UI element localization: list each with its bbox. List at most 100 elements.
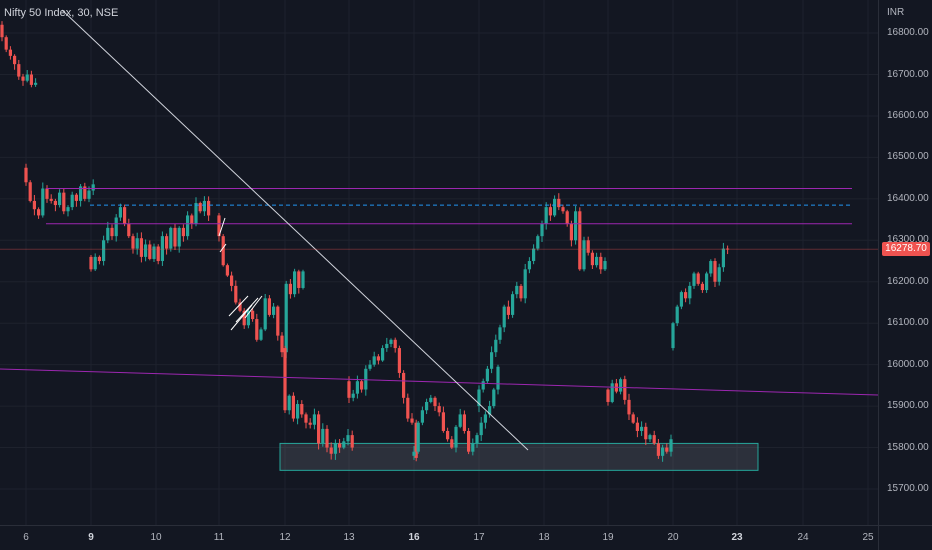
candle-body [640, 426, 644, 431]
candle-body [0, 24, 4, 38]
candle-body [190, 215, 194, 224]
candle-body [515, 285, 519, 295]
support-zone [279, 442, 759, 471]
candle-body [152, 246, 156, 259]
currency-label: INR [887, 7, 905, 18]
candle-body [24, 167, 28, 183]
candle-body [144, 244, 148, 257]
candle-body [342, 441, 346, 448]
candle-body [684, 292, 688, 299]
candle-body [364, 368, 368, 390]
candle-body [8, 49, 12, 56]
candle-body [338, 443, 342, 448]
candle-body [492, 389, 496, 407]
drawing-stroke [230, 304, 253, 331]
candle-body [502, 306, 506, 328]
candle-body [312, 414, 316, 425]
candle-body [34, 82, 38, 85]
price-tick-label: 16400.00 [887, 192, 929, 204]
candle-body [321, 428, 325, 444]
candle-body [656, 443, 660, 456]
candle-body [4, 37, 8, 50]
price-tick-label: 15700.00 [887, 483, 929, 494]
candle-body [25, 74, 29, 81]
price-tick-label: 16100.00 [887, 317, 929, 329]
candle-body [70, 194, 74, 208]
candle-body [462, 414, 466, 431]
candle-body [79, 186, 83, 201]
candle-body [450, 439, 454, 448]
drawing-stroke [219, 243, 227, 253]
candle-body [433, 397, 437, 407]
candle-body [304, 414, 308, 423]
candle-body [291, 395, 295, 419]
candle-body [721, 248, 725, 268]
candle-body [118, 207, 122, 218]
candle-body [301, 271, 305, 288]
candle-body [135, 238, 139, 249]
time-tick-label: 25 [862, 532, 874, 543]
candle-body [131, 236, 135, 249]
candle-body [333, 443, 337, 454]
candle-body [177, 227, 181, 247]
candle-body [483, 414, 487, 423]
candle-body [347, 381, 351, 398]
candle-body [652, 435, 656, 444]
candle-body [123, 207, 127, 224]
candle-body [284, 283, 288, 353]
candle-body [267, 298, 271, 315]
candle-body [578, 211, 582, 270]
drawings-front [0, 9, 879, 451]
candle-body [293, 271, 297, 295]
time-tick-label: 16 [408, 532, 420, 543]
candle-body [553, 198, 557, 216]
candle-body [441, 412, 445, 431]
price-tick-label: 15900.00 [887, 400, 929, 412]
candle-body [272, 306, 276, 315]
candle-body [688, 285, 692, 299]
time-tick-label: 24 [797, 532, 809, 543]
candle-body [296, 404, 300, 419]
candle-body [627, 399, 631, 415]
candle-body [420, 410, 424, 423]
candle-body [406, 397, 410, 419]
candle-body [288, 283, 292, 295]
candle-body [242, 310, 246, 326]
candle-body [355, 381, 359, 394]
candle-body [351, 393, 355, 398]
candle-body [536, 236, 540, 249]
candle-body [300, 404, 304, 415]
candle-body [221, 236, 225, 266]
candle-body [485, 368, 489, 382]
candle-body [37, 209, 41, 216]
price-tick-label: 16200.00 [887, 275, 929, 287]
candle-body [165, 236, 169, 249]
candle-body [595, 256, 599, 266]
candle-body [17, 64, 21, 77]
candle-body [471, 443, 475, 452]
candle-body [186, 215, 190, 237]
candle-body [705, 273, 709, 291]
candle-body [610, 383, 614, 402]
candle-body [350, 435, 354, 448]
candle-body [160, 236, 164, 262]
time-tick-label: 13 [343, 532, 355, 543]
candle-body [446, 430, 450, 440]
candle-body [561, 207, 565, 212]
time-tick-label: 19 [602, 532, 614, 543]
candle-body [519, 285, 523, 299]
candle-body [679, 292, 683, 307]
candle-body [692, 273, 696, 286]
candle-body [675, 306, 679, 324]
candle-body [385, 343, 389, 349]
candle-body [454, 426, 458, 448]
candle-body [156, 246, 160, 262]
drawing-stroke [235, 297, 259, 323]
candle-body [665, 447, 669, 452]
price-tick-label: 16800.00 [887, 27, 929, 39]
candle-body [437, 406, 441, 413]
candle-body [582, 240, 586, 270]
candle-body [599, 256, 603, 270]
candle-body [565, 211, 569, 224]
